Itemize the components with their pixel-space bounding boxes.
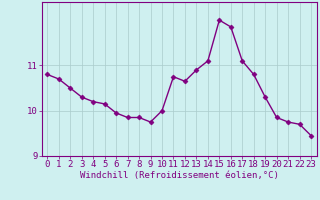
X-axis label: Windchill (Refroidissement éolien,°C): Windchill (Refroidissement éolien,°C) — [80, 171, 279, 180]
